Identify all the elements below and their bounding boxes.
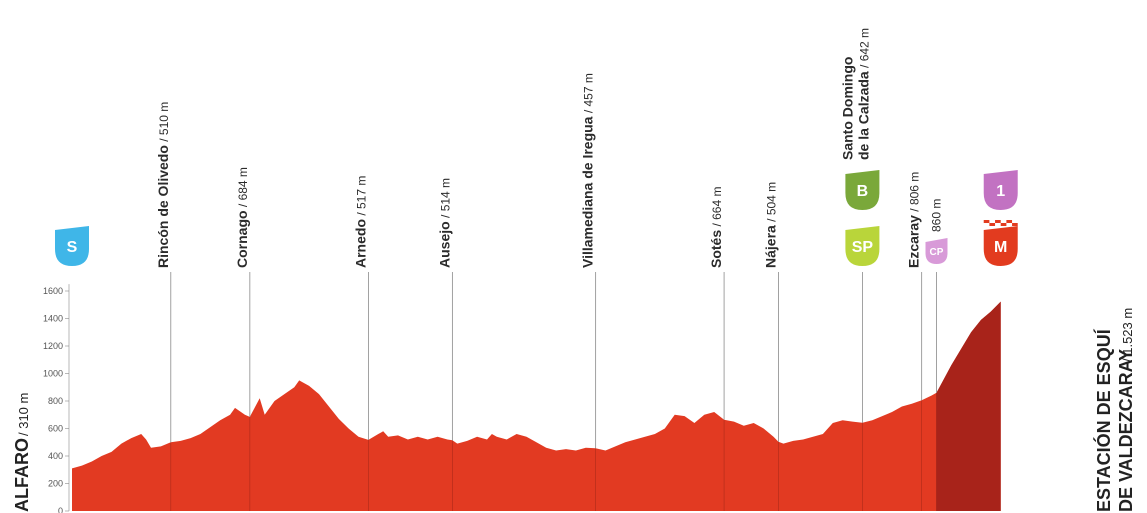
badge-label: SP: [852, 239, 874, 256]
waypoint-9: 860 m: [930, 199, 944, 511]
waypoint-altitude: / 504 m: [764, 182, 778, 225]
waypoint-0: Rincón de Olivedo / 510 m: [155, 102, 172, 511]
waypoint-label: Ezcaray / 806 m: [906, 172, 922, 268]
waypoint-name: Nájera: [762, 225, 778, 268]
finish-label: ESTACIÓN DE ESQUÍ: [1093, 328, 1114, 512]
waypoint-label: Ausejo / 514 m: [436, 178, 452, 268]
badge-s: S: [55, 226, 89, 266]
badge-label: 1: [996, 183, 1005, 200]
y-tick-label: 400: [48, 451, 63, 461]
y-axis: 0 200 400 600 800 1000 1200 1400 1600: [43, 284, 70, 513]
finish-name-line2: DE VALDEZCARAY: [1116, 349, 1136, 512]
badge-label: S: [67, 239, 78, 256]
waypoint-8: Ezcaray / 806 m: [906, 172, 923, 511]
waypoint-markers: Rincón de Olivedo / 510 m Cornago / 684 m…: [155, 28, 944, 511]
badge-1: 1: [983, 170, 1018, 210]
y-tick-label: 600: [48, 424, 63, 434]
checker-cell: [1012, 223, 1018, 226]
y-tick-label: 1400: [43, 314, 63, 324]
waypoint-label-line2: de la Calzada / 642 m: [855, 28, 871, 160]
badge-shape: [983, 226, 1018, 266]
final-climb-area: [936, 301, 1001, 511]
checker-cell: [995, 220, 1001, 223]
waypoint-altitude: / 684 m: [236, 167, 250, 210]
waypoint-altitude: 860 m: [930, 199, 944, 232]
waypoint-name: Ezcaray: [906, 215, 922, 268]
waypoint-label: Rincón de Olivedo / 510 m: [155, 102, 171, 268]
badge-b: B: [845, 170, 880, 210]
waypoint-label: Nájera / 504 m: [762, 182, 778, 268]
finish-altitude: / 1.523 m: [1120, 308, 1135, 362]
waypoint-2: Arnedo / 517 m: [352, 176, 369, 511]
badge-sp: SP: [845, 226, 880, 266]
waypoint-name: Sotés: [708, 230, 724, 268]
badge-cp: CP: [925, 238, 948, 264]
waypoint-name: Rincón de Olivedo: [155, 145, 171, 268]
elevation-area: [72, 301, 1001, 511]
waypoint-label: Arnedo / 517 m: [352, 176, 368, 268]
badge-label: M: [994, 239, 1007, 256]
waypoint-name: Arnedo: [352, 219, 368, 268]
badge-shape: [925, 238, 948, 264]
badge-shape: [845, 226, 880, 266]
waypoint-4: Villamediana de Iregua / 457 m: [580, 73, 597, 511]
y-tick-label: 0: [58, 506, 63, 513]
badge-shape: [55, 226, 89, 266]
checker-cell: [983, 220, 990, 223]
waypoint-7: Santo Domingo de la Calzada / 642 m: [839, 28, 871, 511]
waypoint-5: Sotés / 664 m: [708, 187, 725, 511]
waypoint-altitude: / 510 m: [157, 102, 171, 145]
start-altitude: / 310 m: [16, 393, 31, 436]
waypoint-name: Santo Domingo: [839, 57, 855, 160]
waypoint-altitude: / 517 m: [354, 176, 368, 219]
waypoint-name: Villamediana de Iregua: [580, 116, 596, 268]
waypoint-label: Cornago / 684 m: [234, 167, 250, 268]
waypoint-altitude: / 642 m: [857, 28, 871, 71]
finish-name-line1: ESTACIÓN DE ESQUÍ: [1093, 328, 1114, 512]
profile-badges: S B SP CP 1 M: [55, 170, 1018, 266]
waypoint-3: Ausejo / 514 m: [436, 178, 453, 511]
waypoint-label: Villamediana de Iregua / 457 m: [580, 73, 596, 268]
waypoint-name: Ausejo: [436, 221, 452, 268]
checker-cell: [1000, 223, 1007, 226]
waypoint-6: Nájera / 504 m: [762, 182, 779, 511]
finish-label-2: DE VALDEZCARAY / 1.523 m: [1116, 308, 1136, 512]
waypoint-label: Santo Domingo: [839, 57, 855, 160]
y-tick-label: 1000: [43, 369, 63, 379]
waypoint-label: Sotés / 664 m: [708, 187, 724, 268]
waypoint-altitude: / 457 m: [582, 73, 596, 116]
badge-shape: [845, 170, 880, 210]
badge-label: B: [857, 183, 869, 200]
start-label: ALFARO / 310 m: [12, 393, 32, 512]
badge-m: M: [983, 220, 1018, 266]
start-name: ALFARO: [12, 438, 32, 512]
elevation-area-path: [72, 301, 1001, 511]
waypoint-name: Cornago: [234, 210, 250, 268]
waypoint-name-line2: de la Calzada: [855, 71, 871, 160]
waypoint-altitude: / 514 m: [438, 178, 452, 221]
checker-cell: [989, 223, 996, 226]
badge-label: CP: [930, 247, 944, 258]
waypoint-altitude: / 806 m: [908, 172, 922, 215]
y-tick-label: 1600: [43, 286, 63, 296]
y-tick-label: 1200: [43, 341, 63, 351]
waypoint-1: Cornago / 684 m: [234, 167, 251, 511]
checker-cell: [1006, 220, 1013, 223]
badge-shape: [983, 170, 1018, 210]
y-tick-label: 800: [48, 396, 63, 406]
y-tick-label: 200: [48, 479, 63, 489]
waypoint-altitude: / 664 m: [710, 187, 724, 230]
